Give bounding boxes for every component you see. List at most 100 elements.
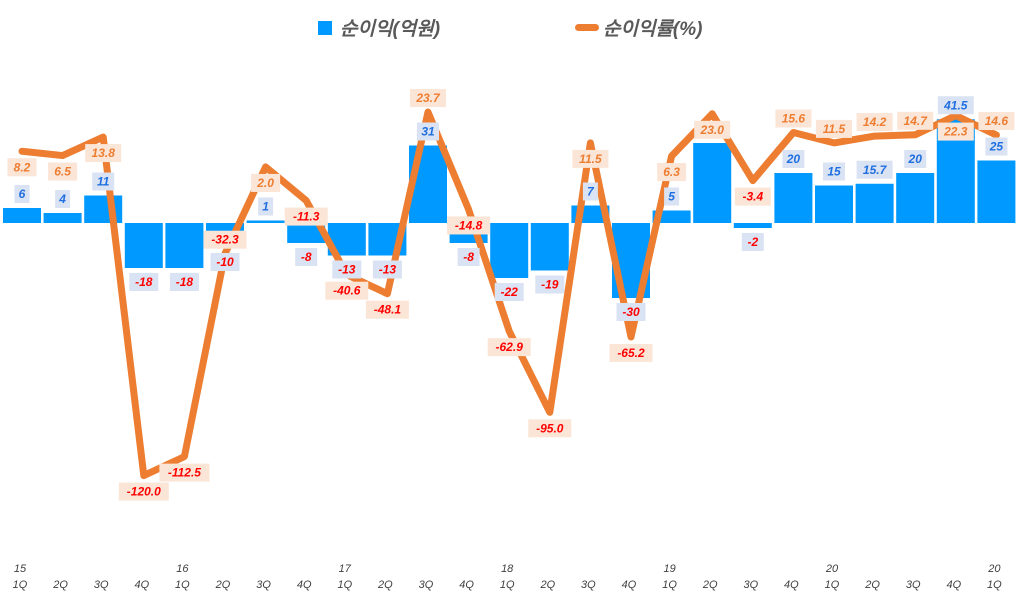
line-data-label: 15.6: [782, 112, 806, 126]
bar: [3, 208, 41, 223]
x-tick-year: 20: [825, 563, 839, 575]
x-tick-quarter: 1Q: [337, 579, 352, 591]
bar-data-label-bg: [856, 160, 893, 179]
bar: [774, 173, 813, 223]
bar-data-label: -10: [216, 255, 234, 269]
x-tick-year: 16: [176, 563, 189, 575]
x-tick-quarter: 4Q: [297, 579, 312, 591]
bar-data-label: -18: [135, 275, 153, 289]
line-data-label: 8.2: [14, 160, 31, 174]
bar-data-label: 1: [262, 200, 269, 214]
bar-data-label: 15: [827, 165, 841, 179]
bar-data-label-bg: [417, 122, 439, 141]
bar-data-label: 15.7: [863, 163, 888, 177]
x-tick-quarter: 1Q: [13, 579, 28, 591]
bar-data-label-bg: [782, 150, 805, 168]
line-data-label-bg: [816, 119, 852, 138]
line-data-label: 11.5: [579, 152, 602, 166]
bar: [896, 173, 935, 223]
line-data-label: -120.0: [127, 485, 161, 499]
bar-data-label-bg: [985, 137, 1008, 156]
bar-data-label: -13: [379, 263, 397, 277]
line-data-label-bg: [251, 173, 281, 192]
bar-data-label: 6: [19, 187, 26, 201]
x-tick-year: 20: [987, 563, 1001, 575]
line-data-label: 23.0: [700, 123, 725, 137]
line-data-label: 6.5: [54, 165, 71, 179]
legend-bar-swatch: [318, 20, 332, 35]
bar-data-label: 5: [668, 190, 675, 204]
x-tick-quarter: 1Q: [825, 579, 840, 591]
x-tick-quarter: 4Q: [946, 579, 961, 591]
x-tick-quarter: 2Q: [864, 579, 880, 591]
line-data-label-bg: [897, 111, 934, 130]
line-data-label: 14.6: [985, 114, 1009, 128]
bar-data-label-bg: [741, 233, 764, 251]
bar: [124, 223, 163, 268]
line-data-label-bg: [48, 162, 78, 181]
bar-data-label-bg: [937, 96, 974, 115]
bar-data-label: -8: [463, 250, 474, 264]
line-data-label-bg: [775, 109, 812, 128]
x-tick-quarter: 4Q: [622, 579, 637, 591]
line-data-label-bg: [694, 120, 731, 139]
line-data-label: -32.3: [211, 233, 239, 247]
line-data-label-bg: [734, 187, 771, 206]
bar-data-label-bg: [14, 185, 30, 203]
bar-data-label-bg: [582, 182, 598, 201]
bar-data-label-bg: [616, 303, 646, 321]
bar: [693, 143, 732, 223]
bar: [490, 223, 529, 278]
line-data-label-bg: [85, 144, 122, 163]
x-tick-quarter: 4Q: [784, 579, 799, 591]
line-data-label-bg: [528, 419, 572, 438]
bar: [530, 223, 569, 271]
bar: [733, 223, 772, 228]
line-data-label-bg: [572, 149, 609, 168]
bar: [246, 220, 285, 223]
bar-data-label: -2: [747, 235, 758, 249]
bar-data-label: -30: [622, 305, 640, 319]
x-tick-quarter: 1Q: [662, 579, 677, 591]
bar-data-label: 7: [587, 185, 595, 199]
line-data-label-bg: [7, 158, 37, 177]
x-tick-quarter: 2Q: [377, 579, 393, 591]
bar-data-label: -13: [338, 263, 356, 277]
line-data-label-bg: [159, 463, 210, 482]
bar: [165, 223, 204, 268]
line-data-label: 2.0: [256, 176, 274, 190]
bar-data-label-bg: [332, 260, 362, 279]
line-data-label-bg: [118, 482, 169, 501]
bar-data-label: 31: [421, 125, 435, 139]
line-data-label-bg: [856, 113, 893, 132]
x-tick-quarter: 3Q: [581, 579, 596, 591]
legend-label: 순이익(억원): [340, 19, 441, 40]
line-data-label: 22.3: [943, 125, 968, 139]
bar-data-label-bg: [494, 283, 524, 301]
line-data-label-bg: [284, 207, 328, 226]
line-data-label: 14.2: [863, 115, 887, 129]
bar: [977, 160, 1016, 223]
bar: [287, 223, 326, 243]
x-tick-quarter: 2Q: [215, 579, 231, 591]
x-tick-year: 18: [501, 563, 514, 575]
x-tick-quarter: 4Q: [459, 579, 474, 591]
x-tick-quarter: 1Q: [175, 579, 190, 591]
bar-data-label: 4: [58, 192, 66, 206]
bar-data-label-bg: [92, 172, 115, 191]
bar-data-label: 41.5: [943, 98, 968, 112]
line-data-label-bg: [937, 122, 974, 141]
x-tick-quarter: 3Q: [256, 579, 271, 591]
bar-data-label: 20: [786, 152, 801, 166]
line-data-label: 6.3: [663, 165, 680, 179]
legend: 순이익(억원) 순이익률(%): [0, 8, 1024, 41]
line-data-label: 11.5: [823, 122, 846, 136]
legend-item-net-income: 순이익(억원): [318, 14, 440, 41]
line-data-label: 14.7: [904, 114, 929, 128]
bar-data-label-bg: [210, 253, 240, 271]
bar-data-label-bg: [295, 248, 318, 266]
line-data-label-bg: [365, 300, 409, 319]
legend-item-net-margin: 순이익률(%): [575, 14, 702, 41]
bar-data-label: -22: [501, 285, 519, 299]
bar-data-label-bg: [457, 248, 480, 266]
